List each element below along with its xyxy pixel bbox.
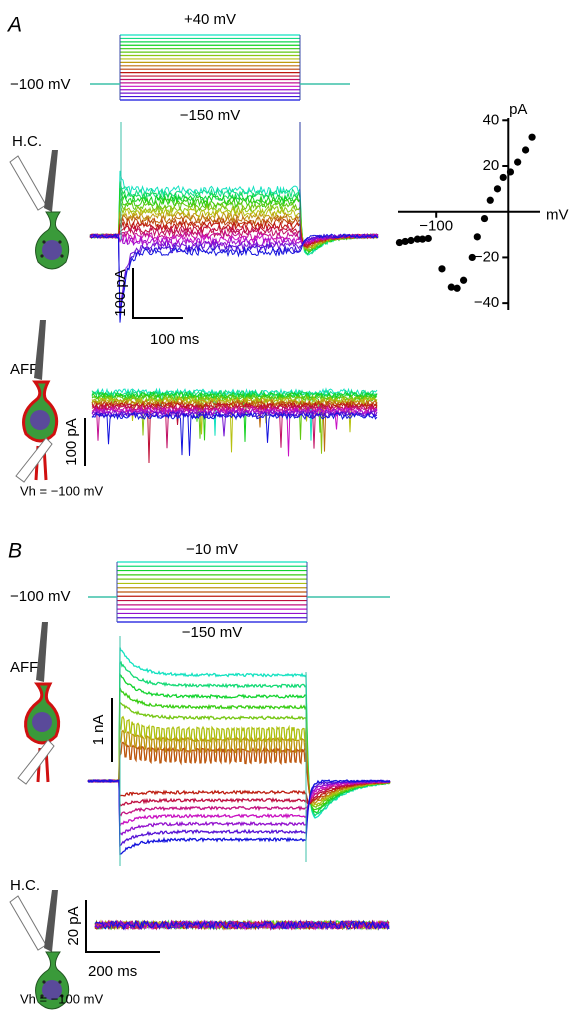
protocol-bottom: −150 mV <box>182 624 242 641</box>
current-traces <box>89 122 379 323</box>
hair-cell-icon <box>9 149 70 270</box>
trace <box>87 779 391 827</box>
data-point <box>447 283 455 291</box>
cell-label: H.C. <box>12 133 42 150</box>
trace <box>91 410 378 420</box>
y-tick-label: 40 <box>483 111 500 128</box>
data-point <box>438 265 446 273</box>
data-point <box>514 158 522 166</box>
y-tick-label: −20 <box>474 248 499 265</box>
y-axis-label: pA <box>509 101 527 118</box>
trace <box>91 411 378 456</box>
holding-potential: Vh = −100 mV <box>20 483 103 498</box>
data-point <box>480 214 489 223</box>
trace <box>89 233 379 248</box>
data-point <box>424 234 432 243</box>
y-tick-label: 20 <box>483 157 500 174</box>
trace <box>89 233 379 323</box>
data-point <box>413 235 422 243</box>
trace <box>87 700 391 809</box>
trace <box>89 207 379 249</box>
iv-plot: −100 −40 −20 20 40 pA mV <box>395 101 569 311</box>
trace <box>87 778 391 848</box>
trace <box>89 197 379 253</box>
current-traces <box>94 919 390 931</box>
data-point <box>486 196 494 204</box>
data-point <box>468 253 476 262</box>
trace <box>87 779 391 817</box>
x-axis-label: mV <box>546 207 569 224</box>
data-point <box>418 235 427 243</box>
current-traces <box>87 636 391 866</box>
protocol-bottom: −150 mV <box>180 107 240 124</box>
afferent-icon <box>14 318 59 484</box>
voltage-protocol <box>90 34 350 101</box>
cell-label: AFF <box>10 659 38 676</box>
data-point <box>506 168 515 176</box>
data-point <box>459 276 468 284</box>
trace <box>91 396 378 453</box>
scale-time: 200 ms <box>88 963 137 980</box>
scale-current: 100 pA <box>112 269 129 317</box>
data-point <box>395 238 404 247</box>
trace <box>89 233 379 321</box>
data-point <box>521 146 530 154</box>
trace <box>91 387 378 441</box>
data-point <box>473 233 481 241</box>
cell-label: AFF <box>10 361 38 378</box>
trace <box>94 919 390 931</box>
current-traces <box>91 387 378 464</box>
voltage-protocol <box>88 561 390 623</box>
trace <box>87 672 391 814</box>
protocol-hold: −100 mV <box>10 76 70 93</box>
cell-label: H.C. <box>10 877 40 894</box>
trace <box>87 779 391 807</box>
trace <box>87 661 391 817</box>
afferent-icon <box>16 620 61 786</box>
trace <box>91 408 378 437</box>
panel-label: B <box>8 540 22 563</box>
trace <box>87 729 391 805</box>
data-point <box>407 236 415 245</box>
data-point <box>401 237 409 246</box>
data-point <box>453 284 461 292</box>
y-tick-label: −40 <box>474 294 499 311</box>
panel-label: A <box>6 14 22 37</box>
protocol-top: +40 mV <box>184 11 236 28</box>
scale-current: 1 nA <box>90 715 107 746</box>
scale-time: 100 ms <box>150 331 199 348</box>
trace <box>87 779 391 856</box>
trace <box>91 406 378 457</box>
trace <box>91 397 378 407</box>
holding-potential: Vh = −100 mV <box>20 991 103 1006</box>
protocol-hold: −100 mV <box>10 588 70 605</box>
protocol-top: −10 mV <box>186 541 238 558</box>
scale-current: 20 pA <box>65 906 82 945</box>
data-point <box>499 173 507 182</box>
data-point <box>493 185 502 193</box>
x-tick-label: −100 <box>419 218 453 235</box>
scale-current: 100 pA <box>63 418 80 466</box>
data-point <box>528 133 536 141</box>
